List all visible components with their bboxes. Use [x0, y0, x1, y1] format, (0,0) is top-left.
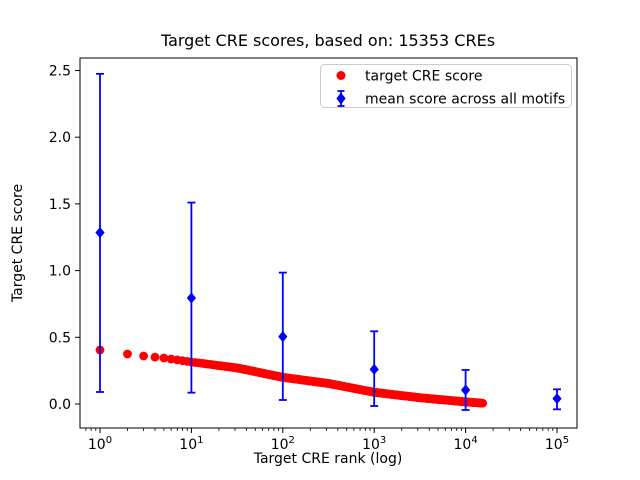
diamond-marker: [278, 331, 288, 343]
errorbar-point: [95, 72, 105, 393]
red-scatter-series: [95, 345, 487, 408]
chart-title: Target CRE scores, based on: 15353 CREs: [160, 31, 495, 50]
legend-marker-mean-score: [336, 90, 346, 107]
y-tick-label: 2.5: [49, 64, 71, 80]
diamond-marker: [186, 292, 196, 304]
x-axis-ticks: 100 101 102 103 104 105: [85, 428, 569, 453]
legend: target CRE score mean score across all m…: [320, 64, 572, 108]
legend-box: [320, 64, 572, 108]
x-tick-label: 100: [88, 435, 112, 453]
errorbar-point: [461, 369, 471, 411]
diamond-marker: [552, 393, 562, 405]
x-tick-label: 101: [179, 435, 203, 453]
y-tick-label: 0.5: [49, 330, 71, 346]
x-tick-label: 105: [545, 435, 569, 453]
y-tick-label: 2.0: [49, 130, 71, 146]
plot-area: [79, 57, 578, 429]
diamond-marker: [95, 226, 105, 239]
scatter-point: [150, 352, 160, 362]
x-tick-label: 104: [453, 435, 477, 453]
scatter-point: [123, 349, 132, 359]
errorbar-point: [552, 388, 562, 411]
errorbar-point: [186, 201, 196, 394]
x-tick-label: 103: [362, 435, 386, 453]
scatter-point: [478, 398, 487, 408]
blue-errorbar-series: [95, 72, 562, 411]
y-tick-label: 0.0: [49, 397, 71, 413]
legend-label-target-cre-score: target CRE score: [365, 69, 482, 85]
legend-marker-target-cre-score: [336, 71, 346, 80]
y-axis-label: Target CRE score: [10, 184, 26, 303]
diamond-marker: [369, 363, 379, 375]
errorbar-point: [369, 330, 379, 407]
x-axis-label: Target CRE rank (log): [253, 451, 403, 467]
y-axis-ticks: 0.0 0.5 1.0 1.5 2.0 2.5: [49, 64, 80, 413]
scatter-point: [139, 351, 149, 361]
diamond-marker: [461, 384, 471, 396]
y-tick-label: 1.5: [49, 197, 71, 213]
errorbar-point: [278, 271, 288, 401]
legend-label-mean-score: mean score across all motifs: [365, 92, 565, 108]
y-tick-label: 1.0: [49, 264, 71, 280]
x-tick-label: 102: [271, 435, 295, 453]
scatter-point: [159, 353, 169, 363]
